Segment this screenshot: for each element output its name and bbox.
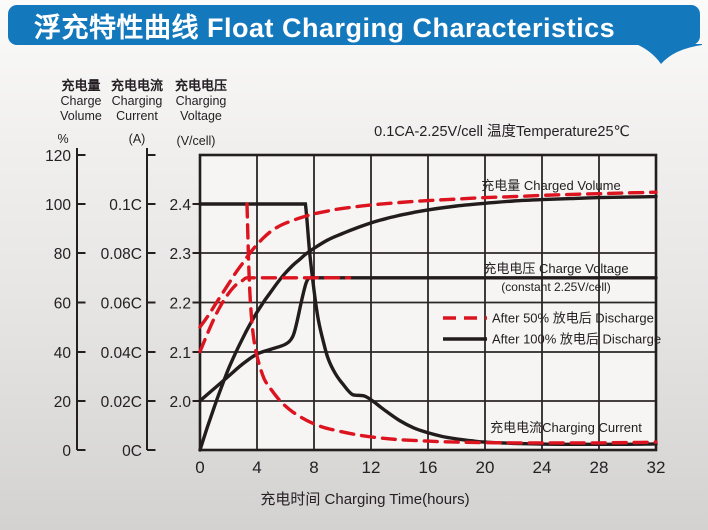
float-charging-chart: 充电量 Charge Volume % 充电电流 Charging Curren… — [45, 78, 665, 508]
x-axis-title: 充电时间 Charging Time(hours) — [260, 491, 469, 508]
volume-tick: 80 — [54, 246, 72, 263]
charged-volume-label: 充电量 Charged Volume — [481, 178, 620, 193]
voltage-tick: 2.2 — [169, 296, 191, 313]
volume-tick: 120 — [45, 148, 71, 165]
title-banner: 浮充特性曲线 Float Charging Characteristics — [8, 5, 700, 45]
x-tick: 4 — [252, 458, 261, 477]
x-tick: 24 — [533, 458, 552, 477]
conditions-annotation: 0.1CA-2.25V/cell 温度Temperature25℃ — [374, 123, 630, 140]
voltage-tick: 2.4 — [169, 197, 191, 214]
volume-tick: 20 — [54, 394, 72, 411]
current-tick: 0.06C — [101, 296, 142, 313]
current-tick-labels: 0.1C 0.08C 0.06C 0.04C 0.02C 0C — [101, 197, 142, 460]
x-tick: 20 — [476, 458, 495, 477]
current-axis-unit: (A) — [129, 132, 146, 146]
current-axis-title-en2: Current — [116, 109, 158, 123]
volume-tick-labels: 120 100 80 60 40 20 0 — [45, 148, 71, 460]
volume-tick: 40 — [54, 345, 72, 362]
voltage-tick: 2.3 — [169, 246, 191, 263]
axis-headers: 充电量 Charge Volume % 充电电流 Charging Curren… — [57, 78, 227, 148]
volume-axis-title-cn: 充电量 — [61, 78, 100, 93]
x-tick: 0 — [195, 458, 204, 477]
x-tick: 8 — [309, 458, 318, 477]
charge-voltage-sublabel: (constant 2.25V/cell) — [501, 280, 610, 294]
volume-tick: 60 — [54, 296, 72, 313]
voltage-tick: 2.0 — [169, 394, 191, 411]
curve-charging-current-after-50 — [245, 202, 658, 445]
legend: After 50% 放电后 Discharge After 100% 放电后 D… — [443, 311, 661, 347]
volume-axis — [76, 148, 86, 451]
current-axis-title-cn: 充电电流 — [111, 78, 163, 93]
curve-charged-volume-after-50 — [198, 190, 658, 329]
charge-voltage-label: 充电电压 Charge Voltage — [483, 261, 628, 276]
current-tick: 0.1C — [109, 197, 142, 214]
page-title: 浮充特性曲线 Float Charging Characteristics — [34, 12, 616, 43]
voltage-axis-title-en1: Charging — [176, 94, 227, 108]
legend-label-after-50: After 50% 放电后 Discharge — [492, 311, 654, 326]
x-tick: 28 — [590, 458, 609, 477]
voltage-axis-title-en2: Voltage — [180, 109, 222, 123]
x-tick-labels: 0 4 8 12 16 20 24 28 32 — [195, 458, 665, 477]
x-tick: 16 — [419, 458, 438, 477]
current-axis — [146, 148, 156, 451]
volume-tick: 0 — [62, 443, 71, 460]
volume-axis-title-en1: Charge — [61, 94, 102, 108]
voltage-tick-labels: 2.4 2.3 2.2 2.1 2.0 — [169, 197, 191, 411]
banner-tail — [636, 44, 702, 64]
volume-tick: 100 — [45, 197, 71, 214]
curve-charged-volume-after-100 — [198, 194, 658, 452]
current-tick: 0.08C — [101, 246, 142, 263]
banner-tail-shape — [636, 44, 702, 64]
volume-axis-unit: % — [57, 132, 68, 146]
voltage-tick: 2.1 — [169, 345, 191, 362]
curves-layer — [198, 190, 658, 452]
x-tick: 12 — [362, 458, 381, 477]
x-tick: 32 — [647, 458, 666, 477]
legend-label-after-100: After 100% 放电后 Discharge — [492, 332, 661, 347]
volume-axis-title-en2: Volume — [60, 109, 102, 123]
current-tick: 0C — [122, 443, 142, 460]
current-axis-title-en1: Charging — [112, 94, 163, 108]
current-tick: 0.04C — [101, 345, 142, 362]
curve-charge-voltage-after-50 — [198, 276, 352, 354]
voltage-axis-unit: (V/cell) — [177, 134, 216, 148]
voltage-axis-title-cn: 充电电压 — [175, 78, 227, 93]
charging-current-label: 充电电流Charging Current — [490, 420, 642, 435]
current-tick: 0.02C — [101, 394, 142, 411]
curve-charge-voltage-after-100 — [198, 276, 658, 403]
